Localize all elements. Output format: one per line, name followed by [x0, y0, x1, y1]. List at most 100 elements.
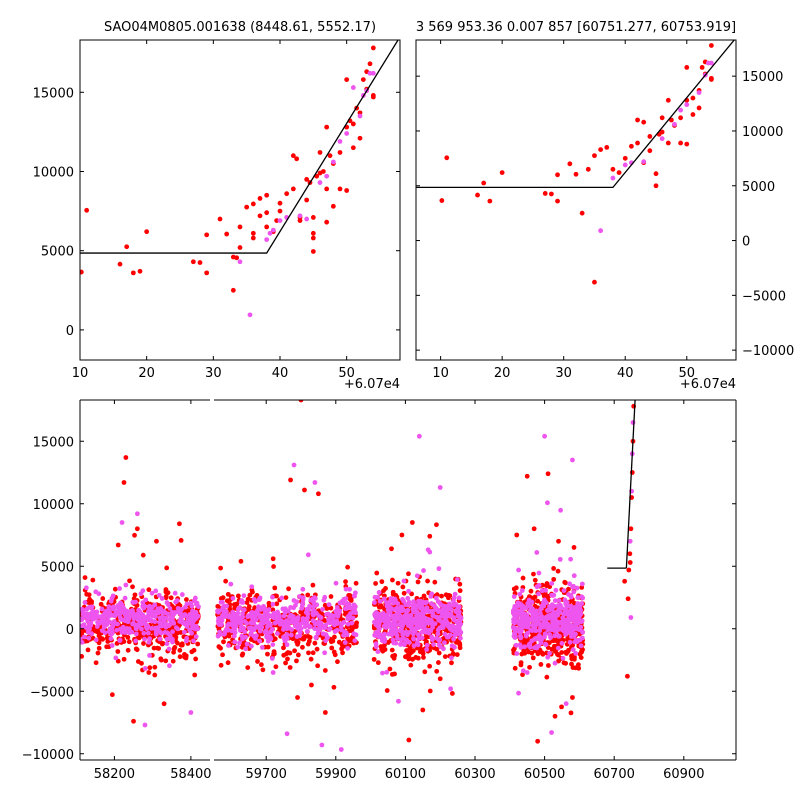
data-point-magenta	[316, 619, 322, 625]
data-point-red	[170, 658, 176, 664]
data-point-magenta	[111, 605, 117, 610]
data-point-magenta	[444, 607, 450, 613]
data-point-red	[226, 633, 232, 639]
data-point-magenta	[141, 630, 147, 636]
data-point-red	[563, 580, 568, 586]
data-point-magenta	[237, 615, 243, 620]
data-point-red	[154, 538, 159, 544]
data-point-red	[306, 650, 311, 656]
data-point-magenta	[552, 628, 558, 634]
data-point-magenta	[523, 633, 529, 639]
data-point-magenta	[568, 556, 574, 562]
data-point-magenta	[455, 623, 461, 628]
data-point-red	[422, 669, 428, 675]
data-point-red	[159, 766, 164, 771]
data-point-magenta	[270, 594, 275, 600]
data-point-magenta	[297, 633, 303, 639]
data-point-magenta	[451, 628, 456, 634]
data-point-magenta	[148, 617, 153, 623]
data-point-magenta	[262, 613, 267, 619]
data-point-red	[155, 645, 160, 651]
data-point-red	[556, 652, 561, 658]
data-point-magenta	[447, 601, 453, 607]
data-point-magenta	[696, 90, 702, 96]
data-point-magenta	[93, 637, 99, 643]
data-point-magenta	[399, 628, 405, 634]
data-point-magenta	[536, 570, 542, 576]
data-point-red	[520, 672, 525, 678]
data-point-magenta	[232, 639, 238, 645]
data-point-red	[518, 662, 524, 668]
data-point-magenta	[80, 617, 85, 623]
data-point-magenta	[243, 646, 248, 652]
data-point-magenta	[416, 433, 422, 439]
data-point-red	[522, 650, 528, 656]
data-point-magenta	[555, 633, 561, 639]
data-point-magenta	[324, 173, 330, 179]
data-point-magenta	[458, 635, 463, 641]
data-point-red	[569, 653, 574, 659]
data-point-magenta	[566, 592, 571, 597]
data-point-red	[271, 564, 276, 569]
data-point-magenta	[81, 622, 87, 628]
data-point-magenta	[191, 638, 196, 644]
y-tick-label: −10000	[742, 344, 794, 359]
data-point-magenta	[428, 593, 434, 599]
data-point-magenta	[571, 589, 577, 595]
data-point-red	[559, 650, 565, 655]
data-point-magenta	[330, 159, 336, 165]
data-point-red	[302, 634, 308, 639]
data-point-red	[218, 565, 224, 571]
data-point-magenta	[337, 138, 343, 144]
data-point-red	[684, 141, 690, 147]
data-point-magenta	[373, 641, 379, 647]
data-point-magenta	[534, 550, 540, 555]
data-point-magenta	[127, 608, 133, 614]
data-point-magenta	[321, 597, 327, 603]
data-point-red	[272, 585, 278, 591]
data-point-red	[604, 144, 610, 150]
data-point-red	[535, 738, 541, 744]
x-tick-label: 40	[617, 366, 634, 381]
data-point-red	[436, 660, 441, 665]
data-point-red	[410, 656, 415, 662]
data-point-magenta	[107, 619, 113, 625]
data-point-red	[177, 647, 183, 653]
data-point-magenta	[237, 605, 243, 611]
data-point-red	[449, 660, 454, 666]
data-point-red	[204, 232, 210, 238]
data-point-magenta	[86, 635, 92, 641]
data-point-red	[317, 150, 323, 155]
plot-title-top-left: SAO04M0805.001638 (8448.61, 5552.17)	[104, 20, 376, 35]
data-point-red	[82, 575, 88, 581]
data-point-red	[324, 219, 330, 225]
data-point-red	[294, 156, 300, 162]
data-point-magenta	[307, 624, 313, 630]
data-point-red	[530, 655, 536, 661]
data-point-red	[532, 577, 538, 583]
data-point-red	[310, 230, 316, 236]
data-point-red	[374, 570, 380, 576]
data-point-magenta	[119, 629, 125, 635]
data-point-red	[551, 576, 557, 582]
data-point-red	[124, 244, 130, 250]
data-point-magenta	[441, 610, 447, 616]
plot-top-right: 3 569 953.36 0.007 857 [60751.277, 60753…	[415, 20, 794, 392]
data-point-red	[163, 595, 169, 601]
data-point-red	[328, 594, 334, 599]
data-point-red	[544, 674, 550, 680]
data-point-magenta	[158, 630, 164, 636]
data-point-red	[324, 124, 330, 130]
data-point-red	[457, 588, 463, 594]
data-point-red	[628, 143, 634, 149]
data-point-magenta	[222, 614, 228, 619]
data-point-red	[535, 651, 541, 657]
data-point-magenta	[406, 588, 411, 594]
x-tick-label: 30	[555, 366, 572, 381]
data-point-red	[528, 588, 534, 594]
data-point-magenta	[184, 635, 190, 641]
data-point-magenta	[264, 237, 270, 243]
data-point-magenta	[167, 605, 173, 611]
data-point-magenta	[265, 624, 270, 630]
data-point-red	[659, 129, 665, 135]
